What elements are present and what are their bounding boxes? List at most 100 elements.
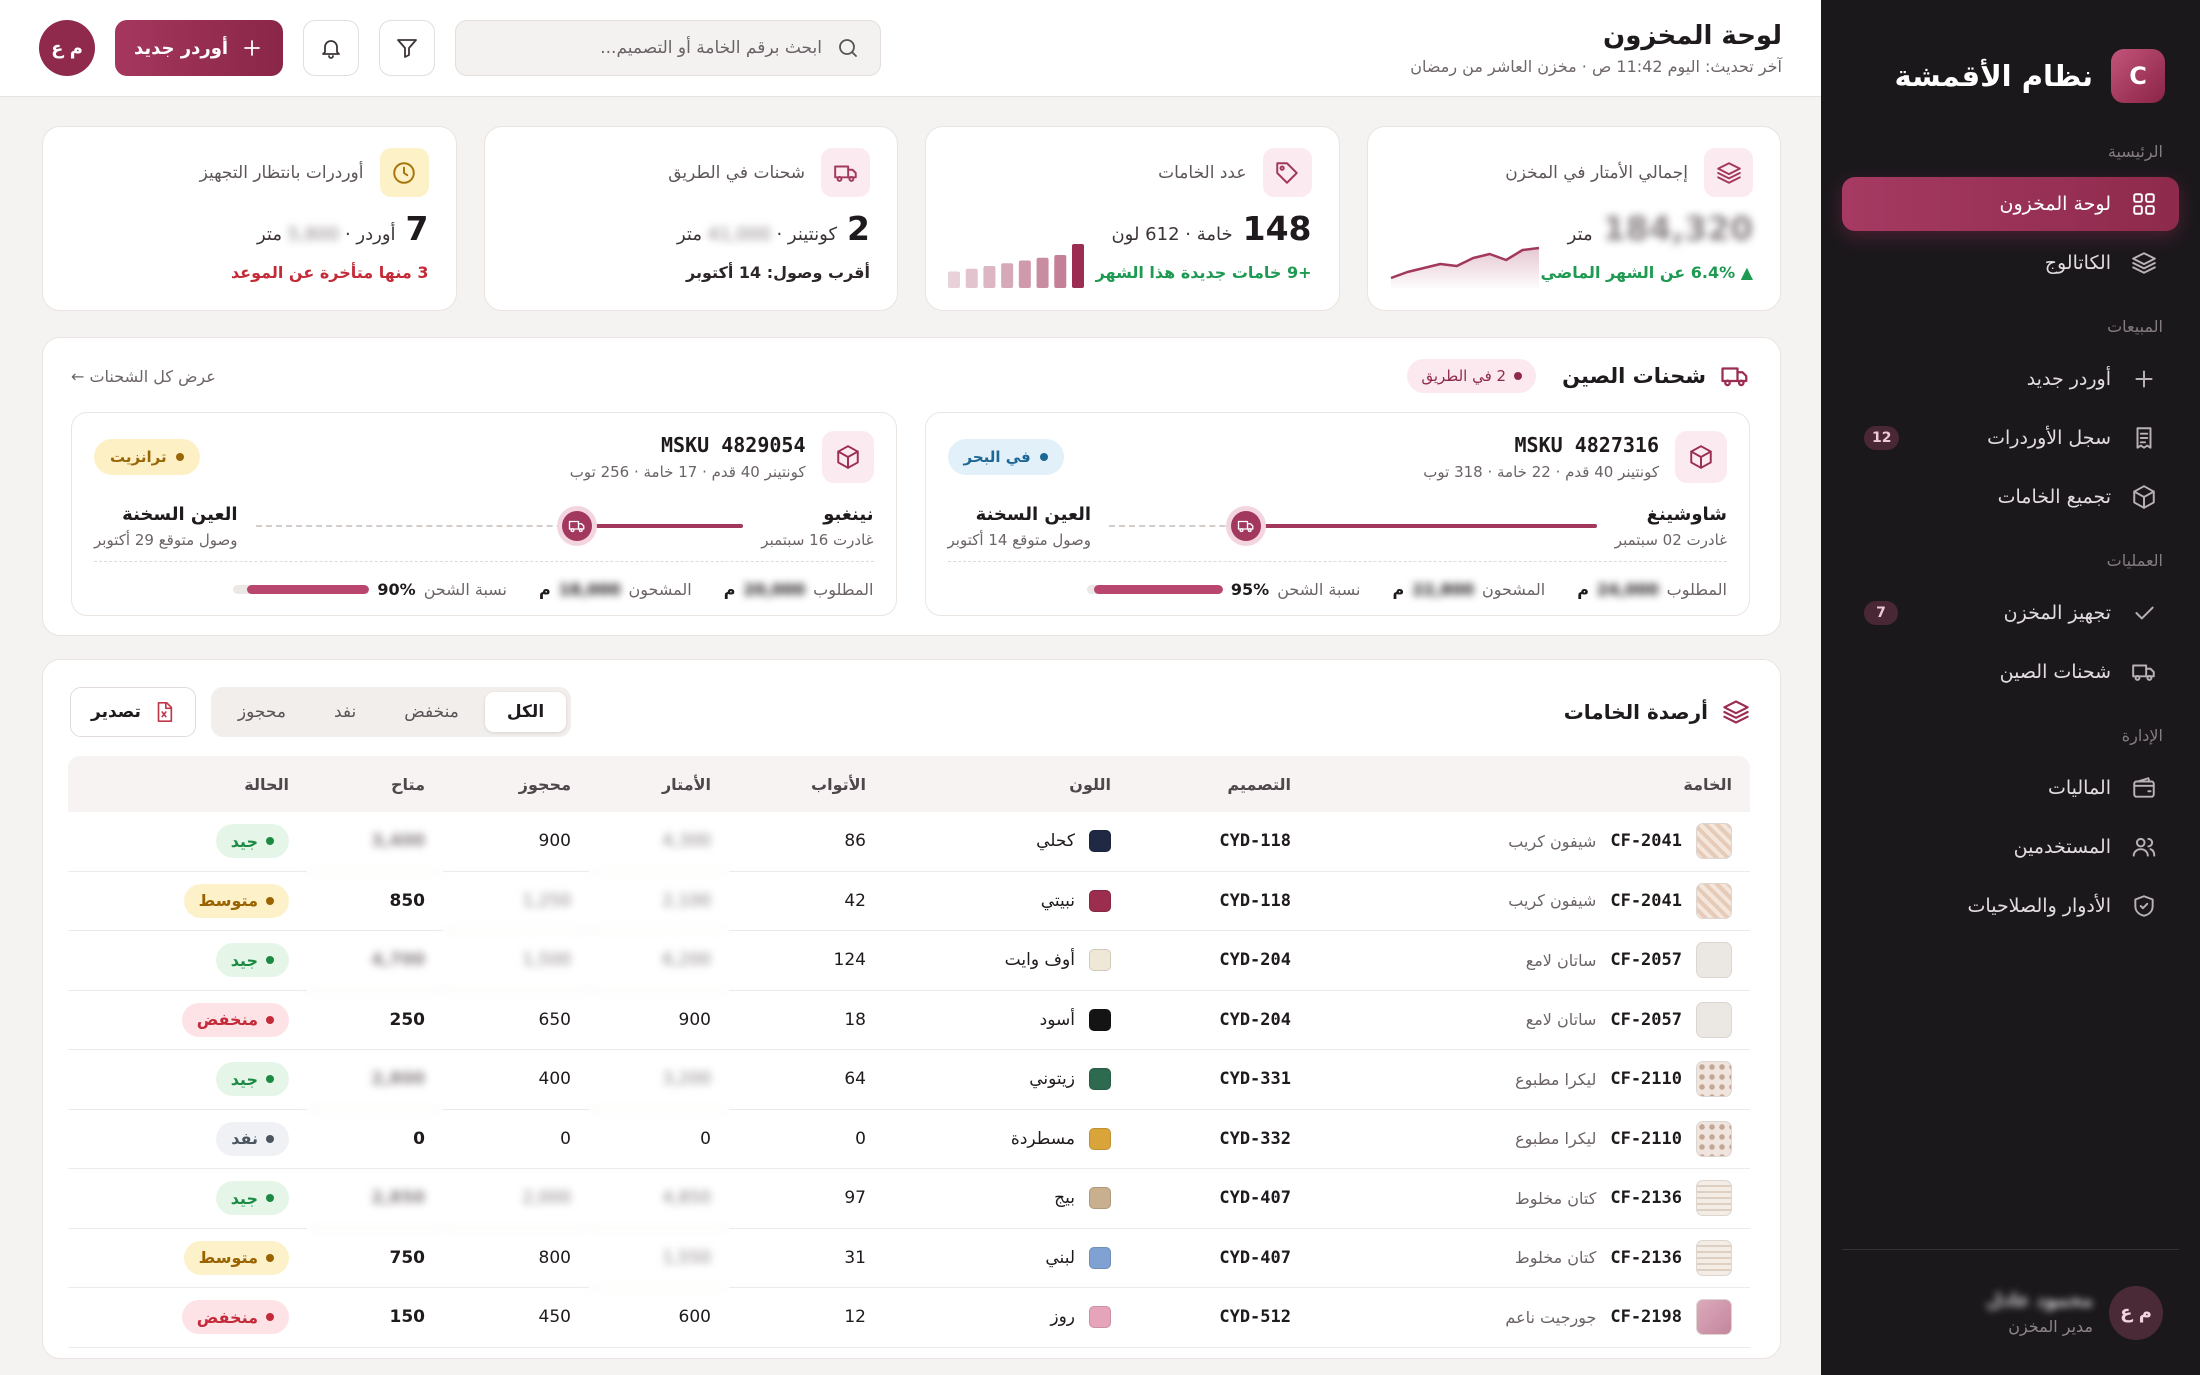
icon-shape: [1239, 528, 1244, 533]
fabric-code: CF-2057: [1610, 1009, 1682, 1030]
view-all-link[interactable]: عرض كل الشحنات ←: [71, 366, 216, 386]
icon-shape: [579, 528, 584, 533]
nav-item[interactable]: لوحة المخزون: [1842, 177, 2179, 231]
nav-item[interactable]: سجل الأوردرات 12: [1842, 411, 2179, 465]
rolls-cell: 0: [729, 1110, 884, 1169]
nav-item[interactable]: تجهيز المخزن 7: [1842, 586, 2179, 640]
color-cell: مسطردة: [884, 1127, 1111, 1150]
header-row: الخامة التصميم اللون الأتواب الأمتار محجوز متا…: [68, 756, 1750, 812]
kpi-unit-prefix: أوردر ·: [344, 224, 396, 245]
cell: منخفض: [68, 991, 307, 1050]
kpi-icon: [1704, 148, 1753, 197]
nav-section-label: المبيعات: [2107, 317, 2163, 336]
filter-button[interactable]: [379, 20, 435, 76]
kpi-unit-group: كونتينر · 41,000 متر: [677, 224, 837, 245]
icon-shape: [833, 165, 849, 178]
rolls-cell: 12: [729, 1288, 884, 1348]
fabric-thumb: [1696, 1120, 1732, 1157]
nav-item[interactable]: الماليات: [1842, 761, 2179, 815]
column-header: محجوز: [443, 756, 589, 812]
filter-tab[interactable]: منخفض: [404, 702, 459, 722]
stock-table: الخامة التصميم اللون الأتواب الأمتار محجوز متا…: [68, 756, 1750, 1348]
color-name: لبني: [1045, 1247, 1075, 1268]
filter-tab[interactable]: الكل: [484, 692, 567, 732]
color-name: أوف وايت: [1004, 950, 1075, 971]
icon: [569, 520, 585, 533]
icon: [2133, 193, 2155, 215]
kpi-head: شحنات في الطريق: [512, 148, 870, 197]
icon-shape: [2132, 848, 2149, 857]
stat: المشحون 22,800 م: [1393, 580, 1546, 599]
origin-name: نينغبو: [823, 503, 874, 525]
fabric-code: CF-2198: [1610, 1307, 1682, 1328]
icon-shape: [1716, 171, 1741, 179]
search-box[interactable]: ابحث برقم الخامة أو التصميم...: [455, 20, 881, 76]
user-avatar[interactable]: م ع: [39, 20, 95, 76]
kpi-unit: خامة · 612 لون: [1111, 224, 1233, 245]
color-cell: نبيتي: [884, 889, 1111, 912]
stock-row: CF-2198 جورجيت ناعم CYD-512 روز 12 600 450 150 م…: [68, 1288, 1750, 1348]
icon-shape: [2147, 837, 2156, 857]
design-cell: CYD-204: [1129, 931, 1309, 991]
kpi-label: أوردرات بانتظار التجهيز: [199, 162, 364, 183]
meters-cell: 600: [589, 1288, 729, 1348]
nav-badge: 12: [1864, 426, 1900, 450]
filter-tab[interactable]: نفد: [333, 702, 357, 722]
column-header: الأمتار: [589, 756, 729, 812]
button-label: أوردر جديد: [133, 37, 229, 59]
icon-shape: [1723, 700, 1749, 715]
mini-bar: [1018, 260, 1031, 288]
origin-name: شاوشينغ: [1646, 503, 1727, 525]
nav-item[interactable]: شحنات الصين: [1842, 645, 2179, 699]
new-order-button[interactable]: أوردر جديد: [115, 20, 283, 76]
kpi-icon: [821, 148, 870, 197]
fabric-thumb: [1696, 1299, 1732, 1336]
available-cell: 4,700: [307, 931, 443, 991]
route: شاوشينغ غادرت 02 سبتمبر العين السخنة وصول م…: [948, 499, 1728, 553]
fabric-code: CF-2136: [1610, 1188, 1682, 1209]
notification-button[interactable]: [303, 20, 359, 76]
kpi-hidden-value: 5,800: [287, 224, 340, 245]
meters-cell: 4,300: [589, 812, 729, 872]
shipments-header: شحنات الصين 2 في الطريق عرض كل الشحنات ←: [71, 358, 1750, 394]
truck-icon: [562, 511, 593, 541]
status-text: نفد: [231, 1129, 258, 1149]
destination-note: وصول متوقع 14 أكتوبر: [947, 530, 1092, 549]
cell: CF-2136 كتان مخلوط: [1309, 1229, 1750, 1288]
nav-label: تجهيز المخزن: [2003, 602, 2111, 624]
icon-shape: [1723, 715, 1749, 724]
stat-unit: م: [1392, 579, 1405, 599]
status-dot: [266, 1015, 274, 1024]
nav-item[interactable]: تجميع الخامات: [1842, 470, 2179, 524]
nav-item[interactable]: الكاتالوج: [1842, 236, 2179, 290]
filter-tab[interactable]: محجوز: [237, 702, 286, 722]
nav-item[interactable]: المستخدمين: [1842, 820, 2179, 874]
track-progress: [1245, 524, 1597, 528]
truck-marker: [1225, 506, 1266, 546]
icon-shape: [2139, 902, 2149, 910]
status-text: منخفض: [196, 1307, 258, 1327]
cell: متوسط: [68, 872, 307, 931]
icon-shape: [1723, 710, 1749, 719]
stat-unit: م: [723, 579, 736, 599]
shipment-top: MSKU 4829054 كونتينر 40 قدم · 17 خامة · 2…: [94, 431, 874, 483]
nav-item[interactable]: أوردر جديد: [1842, 352, 2179, 406]
icon-shape: [847, 175, 854, 182]
icon-shape: [2134, 895, 2154, 917]
export-button[interactable]: تصدير: [70, 687, 196, 737]
container-id: MSKU 4829054: [661, 433, 806, 457]
cell: بيج: [884, 1169, 1129, 1229]
color-name: نبيتي: [1040, 890, 1075, 911]
route: نينغبو غادرت 16 سبتمبر العين السخنة وصول مت…: [94, 499, 874, 553]
color-swatch: [1089, 1068, 1111, 1091]
kpi-value-row: 184,320 متر: [1395, 209, 1753, 253]
nav-item[interactable]: الأدوار والصلاحيات: [1842, 879, 2179, 933]
shipment-cards: MSKU 4827316 كونتينر 40 قدم · 22 خامة · 3…: [71, 412, 1750, 616]
nav-label: الأدوار والصلاحيات: [1967, 895, 2111, 917]
rolls-cell: 86: [729, 812, 884, 872]
user-text: محمود عادل مدير المخزن: [1986, 1290, 2093, 1336]
stat-value: 18,000: [558, 579, 621, 599]
cell: CF-2041 شيفون كريب: [1309, 812, 1750, 872]
icon-shape: [2146, 675, 2153, 681]
fabric-name: كتان مخلوط: [1514, 1188, 1597, 1208]
